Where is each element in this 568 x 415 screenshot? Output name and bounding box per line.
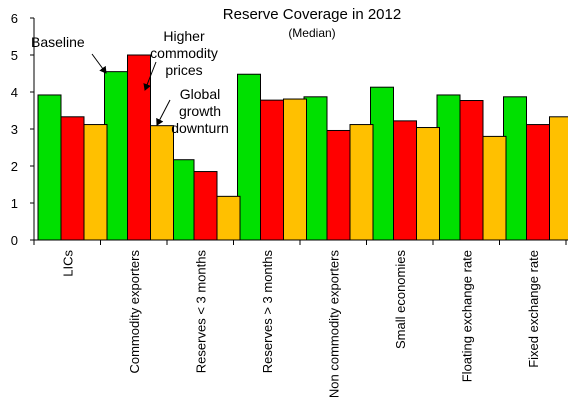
- bar-1-8: [503, 96, 527, 241]
- annotation-higher-2: commodity: [150, 45, 218, 61]
- annotation-baseline: Baseline: [31, 34, 85, 50]
- y-tick-label-4: 4: [11, 85, 18, 100]
- y-tick-label-5: 5: [11, 48, 18, 63]
- category-label-3: Reserves < 3 months: [193, 250, 208, 374]
- annotation-global-3: downturn: [171, 120, 229, 136]
- bar-1-5: [303, 96, 328, 241]
- bar-3-5: [349, 124, 374, 241]
- y-tick-label-6: 6: [11, 11, 18, 26]
- bar-3-6: [416, 127, 440, 241]
- series-annotations: Baseline Higher commodity prices Global …: [31, 28, 229, 136]
- chart-subtitle: (Median): [288, 26, 335, 40]
- annotation-global-2: growth: [179, 103, 221, 119]
- annotation-higher-1: Higher: [163, 28, 205, 44]
- bar-3-4: [283, 98, 307, 241]
- bar-1-4: [237, 73, 261, 241]
- bar-2-8: [526, 124, 550, 241]
- bar-3-7: [482, 135, 507, 241]
- annotation-global-1: Global: [180, 86, 220, 102]
- axes-group: [30, 17, 567, 245]
- chart-title: Reserve Coverage in 2012: [223, 6, 401, 23]
- y-tick-labels: 0 1 2 3 4 5 6: [11, 11, 18, 248]
- y-tick-label-1: 1: [11, 196, 18, 211]
- arrow-baseline: [91, 53, 107, 74]
- bar-2-6: [393, 120, 417, 241]
- bar-2-3: [193, 171, 218, 241]
- bar-2-4: [260, 99, 284, 241]
- bar-1-1: [37, 94, 62, 241]
- bar-2-1: [60, 116, 85, 241]
- bar-3-3: [216, 195, 241, 241]
- category-label-7: Floating exchange rate: [459, 250, 474, 382]
- y-tick-label-0: 0: [11, 233, 18, 248]
- bar-3-1: [83, 124, 108, 241]
- y-tick-label-2: 2: [11, 159, 18, 174]
- bar-3-8: [549, 116, 568, 241]
- bar-1-6: [370, 86, 394, 241]
- category-label-8: Fixed exchange rate: [526, 250, 541, 368]
- bar-1-3: [170, 159, 195, 241]
- category-label-1: LICs: [60, 250, 75, 277]
- category-labels: LICs Commodity exporters Reserves < 3 mont…: [60, 250, 541, 399]
- category-label-2: Commodity exporters: [127, 250, 142, 374]
- bar-2-5: [326, 129, 351, 241]
- category-label-6: Small economies: [393, 250, 408, 349]
- bar-1-7: [436, 94, 461, 241]
- bar-2-2: [127, 54, 151, 241]
- annotation-higher-3: prices: [165, 62, 202, 78]
- bar-series-group: [37, 54, 568, 241]
- arrow-higher: [143, 61, 157, 91]
- category-label-5: Non commodity exporters: [326, 250, 341, 399]
- bar-1-2: [104, 71, 128, 241]
- bar-2-7: [459, 100, 484, 241]
- y-tick-label-3: 3: [11, 122, 18, 137]
- bar-3-2: [150, 125, 174, 241]
- arrow-global: [156, 99, 171, 126]
- category-label-4: Reserves > 3 months: [260, 250, 275, 374]
